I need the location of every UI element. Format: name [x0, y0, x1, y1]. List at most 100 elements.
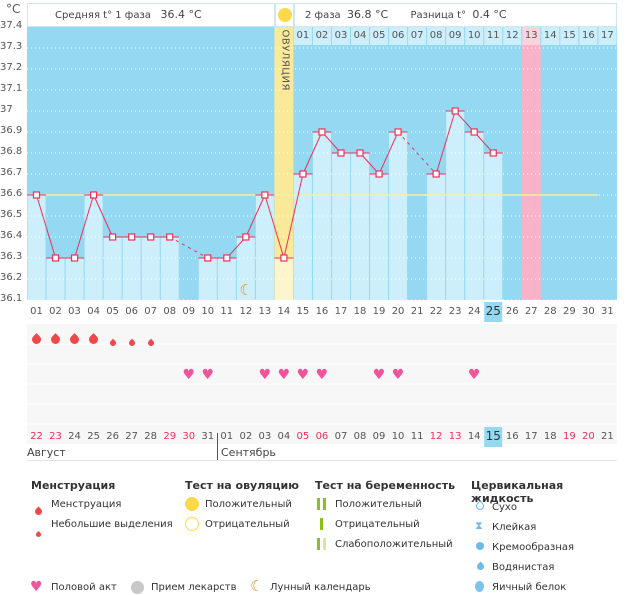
- cycle-day-label: 31: [601, 306, 614, 317]
- cycle-day-label: 27: [524, 306, 538, 317]
- temperature-segment: [93, 194, 114, 238]
- cervical-creamy-icon: [476, 542, 484, 550]
- phase2-summary: 2 фаза 36.8 °C Разница t° 0.4 °C: [294, 3, 617, 27]
- y-tick-label: 36.8: [0, 146, 23, 157]
- legend-ovulation-negative: Отрицательный: [205, 519, 290, 530]
- month-divider: [217, 433, 218, 461]
- cycle-day-label: 28: [543, 306, 557, 317]
- dpo-label: 05: [372, 30, 386, 41]
- temperature-point: [51, 254, 60, 262]
- dpo-cell: [408, 27, 427, 45]
- dpo-label: 10: [467, 30, 481, 41]
- ovulation-negative-icon: [185, 517, 199, 531]
- temperature-bar: [255, 195, 274, 300]
- temperature-segment: [397, 131, 437, 175]
- medication-pill-icon: [131, 581, 144, 594]
- temperature-segment: [264, 194, 285, 259]
- cycle-day-label: 04: [87, 306, 100, 317]
- dpo-cell: [331, 27, 351, 45]
- dpo-cell: [389, 27, 408, 45]
- calendar-date: 10: [391, 431, 405, 442]
- y-tick-label: 37.4: [0, 20, 23, 31]
- cycle-day-label: 14: [277, 306, 291, 317]
- calendar-date: 23: [49, 431, 62, 442]
- cycle-day-label: 23: [448, 306, 462, 317]
- temperature-point: [318, 128, 326, 136]
- intercourse-heart-icon: ♥: [467, 367, 481, 383]
- temperature-bar: [141, 237, 160, 300]
- phase2-label: 2 фаза: [305, 10, 341, 21]
- temperature-bar: [446, 111, 465, 300]
- temperature-bar: [465, 132, 484, 300]
- calendar-date: 03: [258, 431, 272, 442]
- intercourse-heart-icon: ♥: [277, 367, 291, 383]
- calendar-date: 13: [448, 431, 462, 442]
- temperature-bar: [65, 258, 84, 300]
- cycle-day-label: 26: [505, 306, 519, 317]
- dpo-label: 14: [543, 30, 557, 41]
- y-unit: °C: [6, 2, 21, 16]
- y-tick-label: 36.6: [0, 188, 23, 199]
- temperature-point: [32, 191, 41, 199]
- temperature-segment: [74, 194, 95, 259]
- calendar-date: 04: [277, 431, 291, 442]
- calendar-date: 29: [163, 431, 177, 442]
- dpo-label: 08: [429, 30, 443, 41]
- light-spotting-drop-icon: [141, 331, 160, 350]
- intercourse-heart-icon: ♥: [391, 367, 405, 383]
- dpo-cell: [503, 27, 522, 45]
- dpo-label: 04: [353, 30, 367, 41]
- cycle-day-label: 01: [30, 306, 43, 317]
- y-tick-label: 36.1: [0, 293, 23, 304]
- calendar-date: 31: [201, 431, 215, 442]
- temperature-bar: [84, 195, 103, 300]
- dpo-label: 16: [581, 30, 595, 41]
- temperature-point: [70, 254, 79, 262]
- cycle-day-label: 13: [258, 306, 272, 317]
- temperature-bar: [427, 174, 446, 300]
- month-september: Сентябрь: [221, 446, 276, 459]
- dpo-cell: [541, 27, 560, 45]
- temperature-bar: [103, 237, 122, 300]
- ovulation-header: [275, 3, 294, 27]
- cycle-day-label: 08: [163, 306, 177, 317]
- temperature-point: [394, 128, 402, 136]
- temperature-bar: [351, 153, 370, 300]
- calendar-date: 25: [87, 431, 100, 442]
- calendar-date: 01: [220, 431, 234, 442]
- intercourse-heart-icon: ♥: [372, 367, 386, 383]
- dpo-label: 07: [410, 30, 424, 41]
- today-cycle-day-highlight: [484, 302, 503, 322]
- dpo-cell: [446, 27, 465, 45]
- legend-ovulation-test-title: Тест на овуляцию: [185, 479, 299, 492]
- diff-label: Разница t°: [410, 10, 467, 21]
- dpo-cell: [465, 27, 484, 45]
- calendar-date: 22: [30, 431, 43, 442]
- menstruation-drop-icon: [27, 329, 46, 348]
- dpo-cell: [427, 27, 446, 45]
- y-tick-label: 36.4: [0, 230, 23, 241]
- temperature-point: [337, 149, 345, 157]
- temperature-segment: [245, 194, 266, 238]
- cycle-day-label: 06: [125, 306, 138, 317]
- cycle-day-label: 02: [49, 306, 62, 317]
- dpo-label: 01: [296, 30, 310, 41]
- legend-ovulation-positive: Положительный: [205, 499, 292, 510]
- temperature-chart: [27, 27, 617, 447]
- moon-icon: ☾: [250, 577, 264, 595]
- intercourse-heart-icon: ♥: [315, 367, 329, 383]
- legend-menstruation-title: Менструация: [31, 479, 116, 492]
- temperature-segment: [435, 110, 456, 175]
- intercourse-heart-icon: ♥: [182, 367, 196, 383]
- dpo-label: 15: [562, 30, 576, 41]
- pregnancy-positive-icon: [317, 498, 320, 510]
- ovulation-positive-icon: [185, 497, 199, 511]
- legend-moon: Лунный календарь: [270, 582, 371, 593]
- temperature-point: [223, 254, 231, 262]
- calendar-date: 16: [505, 431, 519, 442]
- calendar-date: 28: [144, 431, 158, 442]
- phase2-value: 36.8 °C: [347, 8, 389, 21]
- temperature-segment: [283, 173, 304, 259]
- temperature-bar: [389, 132, 408, 300]
- dpo-label: 13: [524, 30, 538, 41]
